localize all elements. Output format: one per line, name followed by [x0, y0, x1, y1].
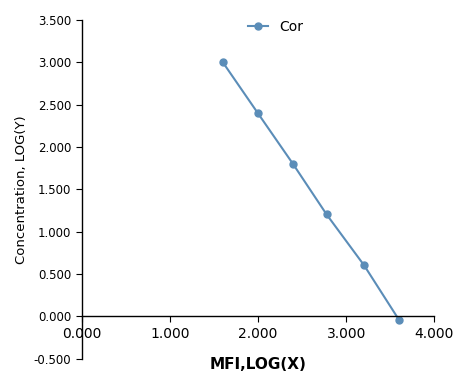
Cor [255, 111, 261, 116]
Cor [220, 60, 226, 65]
Cor [324, 212, 329, 217]
Y-axis label: Concentration, LOG(Y): Concentration, LOG(Y) [15, 115, 28, 264]
Cor [290, 162, 296, 166]
Cor [361, 263, 367, 268]
Line: Cor: Cor [219, 59, 403, 324]
Cor [396, 318, 402, 323]
X-axis label: MFI,LOG(X): MFI,LOG(X) [210, 358, 306, 372]
Legend: Cor: Cor [248, 20, 303, 34]
